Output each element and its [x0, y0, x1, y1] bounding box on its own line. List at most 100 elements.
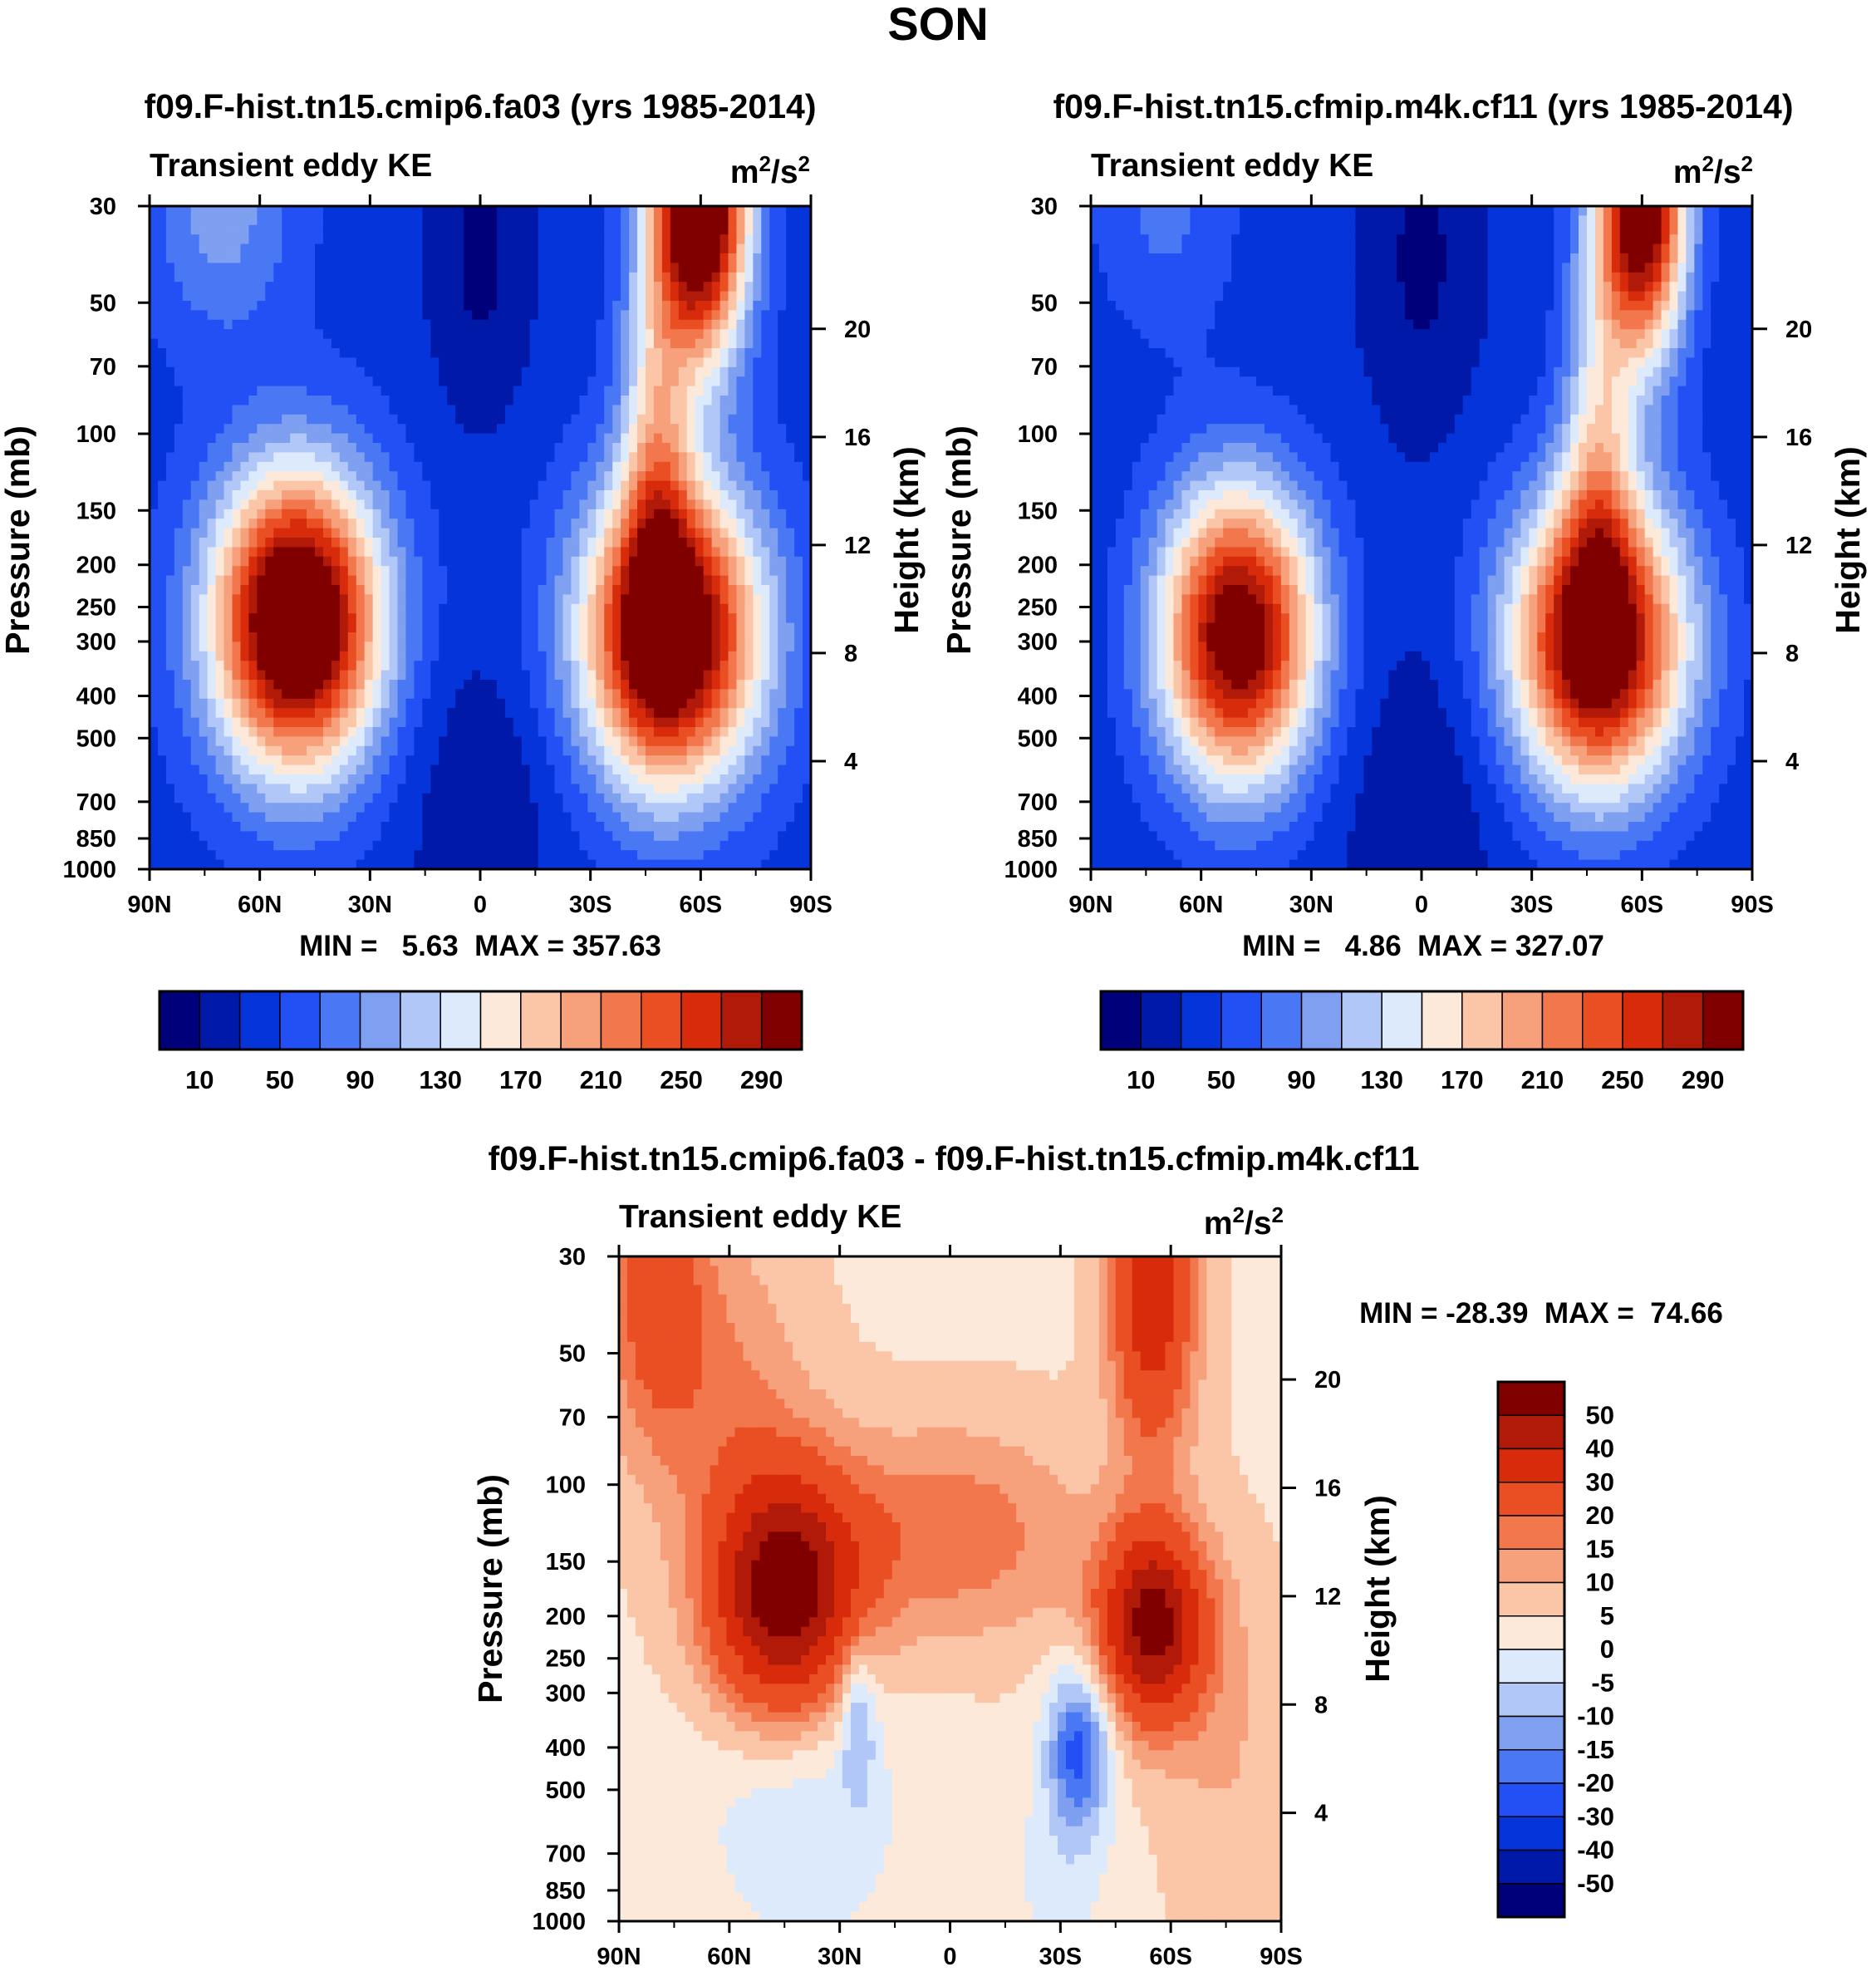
contour-cell [298, 357, 307, 368]
contour-cell [621, 480, 630, 491]
contour-cell [405, 556, 415, 567]
contour-cell [480, 206, 489, 216]
contour-cell [455, 310, 464, 321]
contour-cell [447, 424, 456, 435]
contour-cell [554, 376, 564, 387]
contour-cell [150, 784, 159, 794]
contour-cell [629, 632, 638, 642]
contour-cell [257, 319, 266, 330]
contour-cell [637, 680, 646, 690]
contour-cell [579, 433, 588, 444]
contour-cell [364, 585, 374, 595]
contour-cell [538, 538, 548, 548]
contour-cell [629, 642, 638, 652]
contour-cell [223, 661, 233, 671]
contour-cell [347, 745, 357, 756]
contour-cell [612, 386, 621, 396]
contour-cell [661, 708, 671, 719]
contour-cell [596, 291, 605, 302]
contour-cell [315, 556, 324, 567]
contour-cell [273, 480, 282, 491]
contour-cell [496, 490, 506, 500]
contour-cell [587, 556, 597, 567]
contour-cell [596, 253, 605, 263]
contour-cell [604, 585, 613, 595]
contour-cell [232, 414, 242, 425]
contour-cell [290, 243, 299, 254]
contour-cell [248, 594, 258, 605]
contour-cell [422, 736, 431, 747]
contour-cell [405, 310, 415, 321]
contour-cell [794, 736, 803, 747]
contour-cell [803, 480, 812, 491]
contour-cell [174, 206, 184, 216]
contour-cell [604, 736, 613, 747]
contour-cell [521, 670, 531, 681]
contour-cell [661, 509, 671, 519]
contour-cell [769, 764, 778, 775]
contour-cell [513, 234, 523, 245]
contour-cell [571, 680, 580, 690]
contour-cell [488, 461, 498, 472]
contour-cell [529, 319, 539, 330]
contour-cell [504, 755, 514, 766]
contour-cell [356, 661, 366, 671]
contour-cell [273, 272, 282, 283]
contour-cell [322, 736, 332, 747]
contour-cell [331, 793, 341, 804]
contour-cell [315, 424, 324, 435]
contour-cell [761, 396, 770, 406]
contour-cell [157, 613, 167, 624]
contour-cell [803, 338, 812, 349]
contour-cell [629, 774, 638, 784]
contour-cell [554, 263, 564, 273]
contour-cell [587, 243, 597, 254]
contour-cell [397, 528, 407, 538]
contour-cell [290, 519, 299, 529]
contour-cell [686, 556, 696, 567]
contour-cell [579, 774, 588, 784]
contour-cell [472, 234, 481, 245]
contour-cell [464, 566, 473, 577]
contour-cell [389, 566, 399, 577]
contour-cell [521, 206, 531, 216]
contour-cell [604, 575, 613, 586]
contour-cell [207, 234, 217, 245]
contour-cell [381, 499, 390, 510]
contour-cell [182, 366, 192, 377]
contour-cell [562, 471, 572, 482]
contour-cell [678, 310, 688, 321]
contour-cell [744, 414, 754, 425]
contour-cell [174, 774, 184, 784]
contour-cell [397, 338, 407, 349]
contour-cell [422, 727, 431, 737]
contour-cell [753, 424, 762, 435]
contour-cell [339, 376, 349, 387]
contour-cell [711, 424, 721, 435]
contour-cell [165, 329, 175, 340]
contour-cell [339, 424, 349, 435]
contour-cell [282, 433, 291, 444]
contour-cell [315, 499, 324, 510]
contour-cell [273, 396, 282, 406]
contour-cell [711, 329, 721, 340]
contour-cell [571, 575, 580, 586]
contour-cell [265, 613, 274, 624]
contour-cell [504, 717, 514, 728]
contour-cell [761, 519, 770, 529]
contour-cell [430, 632, 440, 642]
contour-cell [480, 680, 489, 690]
contour-cell [190, 480, 200, 491]
contour-cell [273, 234, 282, 245]
contour-cell [430, 575, 440, 586]
contour-cell [199, 680, 209, 690]
contour-cell [298, 253, 307, 263]
contour-cell [182, 376, 192, 387]
contour-cell [273, 338, 282, 349]
contour-cell [322, 338, 332, 349]
contour-cell [769, 338, 778, 349]
contour-cell [753, 575, 762, 586]
contour-cell [719, 622, 729, 633]
contour-cell [695, 272, 705, 283]
contour-cell [695, 471, 705, 482]
